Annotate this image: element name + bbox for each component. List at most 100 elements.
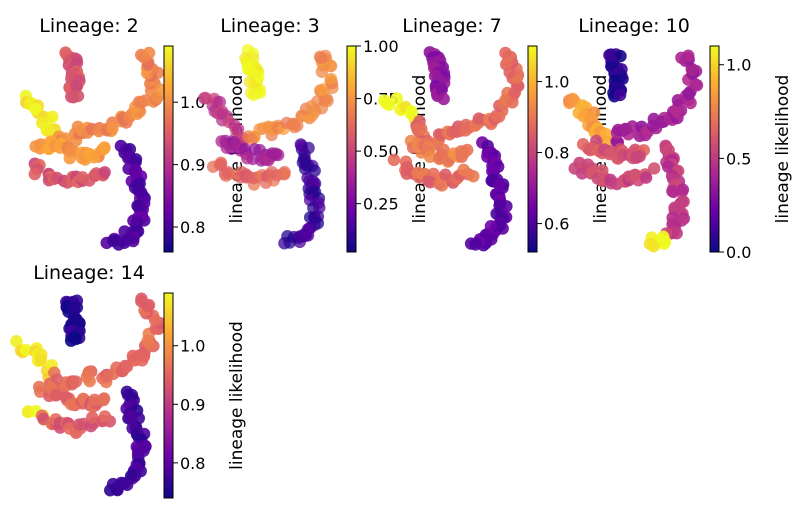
scatter-point: [670, 103, 683, 117]
scatter-point: [321, 94, 334, 108]
scatter-point: [126, 349, 139, 363]
scatter-point: [129, 153, 143, 166]
scatter-point: [467, 170, 480, 183]
scatter-point: [390, 92, 403, 105]
colorbar-label: lineage likelihood: [773, 75, 793, 224]
scatter-points: [198, 43, 339, 250]
scatter-point: [613, 88, 627, 102]
colorbar: [709, 45, 720, 253]
colorbar-tick-label: 1.0: [544, 73, 569, 92]
scatter-point: [245, 86, 258, 100]
scatter-point: [686, 63, 699, 77]
colorbar-tick-label: 1.0: [726, 56, 751, 75]
scatter-points: [563, 48, 704, 253]
scatter-point: [98, 141, 111, 154]
scatter-point: [69, 375, 83, 388]
scatter-point: [137, 349, 151, 362]
scatter-point: [469, 238, 482, 251]
scatter-point: [677, 195, 690, 208]
scatter-point: [106, 477, 120, 491]
colorbar-tick-label: 0.0: [726, 243, 751, 262]
colorbar-tick-label: 0.8: [544, 144, 569, 163]
scatter-point: [639, 171, 653, 184]
scatter-point: [575, 167, 589, 180]
scatter-points: [378, 46, 525, 252]
scatter-point: [457, 163, 470, 176]
colorbar-label: lineage likelihood: [227, 321, 247, 470]
scatter-point: [213, 95, 226, 109]
colorbar-tick-label: 1.0: [180, 337, 205, 356]
scatter-point: [657, 230, 670, 243]
scatter-point: [472, 112, 485, 125]
scatter-point: [98, 166, 111, 179]
scatter-point: [675, 51, 688, 64]
scatter-point: [506, 96, 519, 109]
scatter-point: [34, 354, 48, 367]
colorbar-tick-label: 1.00: [363, 37, 399, 56]
scatter-point: [676, 183, 690, 196]
scatter-point: [86, 411, 99, 424]
scatter-point: [10, 335, 23, 348]
scatter-point: [437, 92, 450, 106]
scatter-point: [70, 79, 83, 93]
scatter-point: [28, 167, 41, 181]
scatter-point: [283, 236, 296, 249]
scatter-points: [10, 292, 167, 497]
scatter-point: [629, 168, 642, 182]
scatter-point: [68, 330, 81, 344]
scatter-point: [278, 168, 291, 181]
scatter-point: [87, 151, 101, 164]
scatter-point: [33, 380, 46, 394]
scatter-point: [633, 150, 646, 163]
scatter-point: [459, 118, 473, 132]
scatter-point: [49, 389, 63, 402]
colorbar-tick-label: 0.9: [180, 156, 205, 175]
scatter-point: [29, 102, 42, 116]
scatter-point: [387, 153, 401, 167]
scatter-point: [70, 56, 84, 69]
scatter-point: [314, 51, 328, 65]
scatter-point: [245, 132, 258, 146]
scatter-point: [107, 234, 120, 247]
scatter-point: [98, 410, 112, 423]
panel-lineage-4: Lineage: 14 0.8 0.9 1.0 lineage likelihood: [10, 262, 247, 499]
scatter-point: [64, 144, 77, 157]
colorbar: [163, 292, 174, 499]
scatter-points: [19, 46, 167, 251]
scatter-point: [324, 72, 338, 86]
scatter-point: [269, 147, 283, 160]
colorbar-tick-label: 0.8: [180, 218, 205, 237]
scatter-point: [221, 165, 234, 179]
colorbar-tick-label: 0.9: [180, 395, 205, 414]
colorbar-tick-label: 0.5: [726, 149, 751, 168]
panel-title: Lineage: 10: [578, 15, 690, 37]
colorbar: [346, 45, 357, 253]
scatter-point: [439, 168, 452, 181]
scatter-point: [135, 292, 148, 305]
panel-title: Lineage: 7: [402, 15, 502, 37]
scatter-point: [253, 86, 267, 100]
scatter-point: [100, 370, 114, 383]
colorbar: [527, 45, 538, 253]
scatter-point: [288, 117, 301, 130]
scatter-point: [667, 185, 680, 199]
scatter-point: [435, 83, 448, 96]
scatter-point: [647, 240, 660, 253]
scatter-point: [499, 46, 512, 60]
scatter-point: [83, 374, 96, 388]
colorbar-tick-label: 0.6: [544, 215, 569, 234]
colorbar: [163, 45, 174, 253]
colorbar-tick-label: 0.25: [363, 195, 399, 214]
scatter-point: [106, 122, 119, 135]
panel-title: Lineage: 2: [39, 15, 139, 37]
scatter-point: [461, 143, 474, 157]
scatter-point: [648, 162, 661, 175]
scatter-point: [97, 392, 111, 405]
scatter-point: [46, 110, 59, 124]
panel-lineage-3: Lineage: 10 0.0 0.5 1.0 lineage likelihood: [563, 15, 793, 262]
scatter-point: [88, 393, 101, 406]
